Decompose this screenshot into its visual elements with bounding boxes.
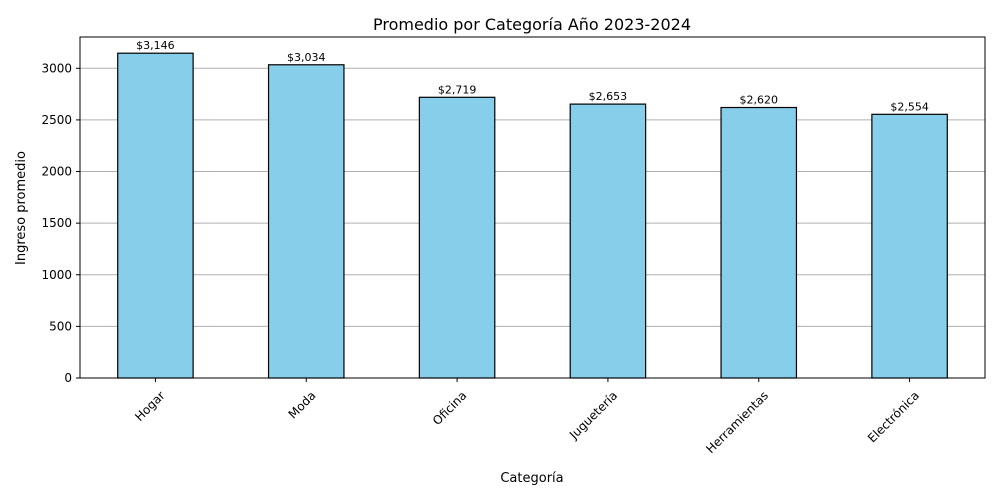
- data-label-4: $2,620: [740, 94, 779, 107]
- y-axis-label: Ingreso promedio: [14, 151, 29, 265]
- x-tick-label-0: Hogar: [132, 388, 168, 424]
- bar-5: [871, 113, 948, 379]
- y-tick-label-5: 2500: [41, 113, 72, 127]
- x-axis-label: Categoría: [500, 471, 563, 486]
- data-label-3: $2,653: [589, 90, 628, 103]
- x-tick-label-2: Oficina: [430, 388, 470, 428]
- bars: [117, 52, 948, 379]
- x-tick-label-3: Juguetería: [566, 388, 620, 442]
- y-tick-label-3: 1500: [41, 216, 72, 230]
- plot-frame: [79, 36, 986, 379]
- bar-2: [418, 96, 496, 379]
- y-tick-label-1: 500: [49, 319, 72, 333]
- bar-1: [267, 64, 345, 379]
- y-tick-label-6: 3000: [41, 61, 72, 75]
- y-tick-label-2: 1000: [41, 268, 72, 282]
- y-tick-label-0: 0: [64, 371, 72, 385]
- data-label-2: $2,719: [438, 83, 477, 96]
- data-labels: $3,146 $3,034 $2,719 $2,653 $2,620 $2,554: [136, 39, 929, 113]
- bar-3: [569, 103, 647, 379]
- chart-title: Promedio por Categoría Año 2023-2024: [373, 15, 691, 34]
- x-tick-label-4: Herramientas: [703, 388, 771, 456]
- grid-lines: [80, 67, 985, 379]
- data-label-1: $3,034: [287, 51, 326, 64]
- y-tick-label-4: 2000: [41, 165, 72, 179]
- x-tick-label-5: Electrónica: [865, 388, 922, 445]
- x-tick-label-1: Moda: [286, 388, 319, 421]
- data-label-5: $2,554: [890, 100, 929, 113]
- bar-0: [117, 52, 194, 379]
- data-label-0: $3,146: [136, 39, 175, 52]
- bar-4: [720, 106, 798, 379]
